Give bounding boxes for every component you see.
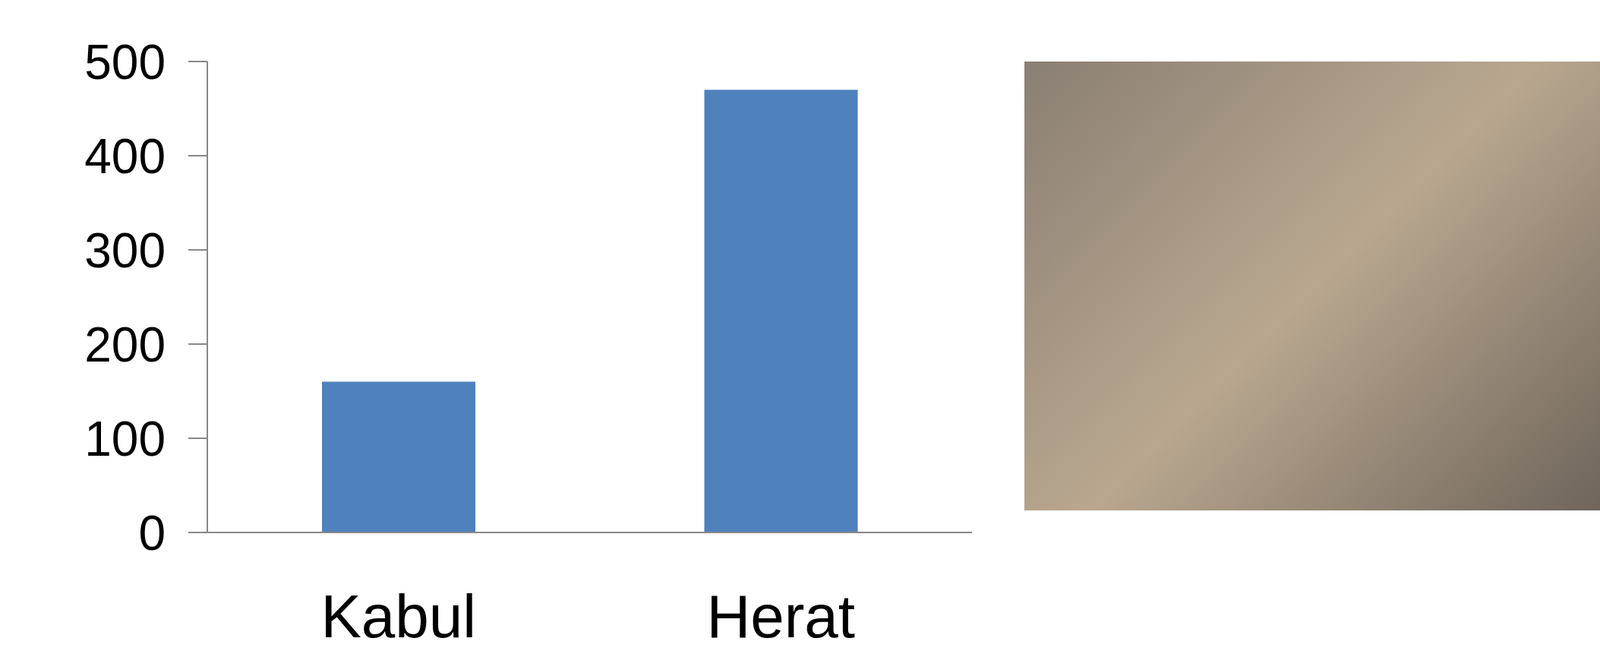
svg-text:500: 500: [84, 34, 166, 90]
svg-text:0: 0: [138, 505, 166, 561]
svg-text:200: 200: [84, 317, 166, 373]
svg-text:400: 400: [84, 129, 166, 184]
svg-text:100: 100: [84, 411, 166, 467]
svg-text:Herat: Herat: [706, 582, 856, 651]
svg-text:Kabul: Kabul: [320, 582, 477, 651]
svg-text:300: 300: [84, 223, 166, 278]
